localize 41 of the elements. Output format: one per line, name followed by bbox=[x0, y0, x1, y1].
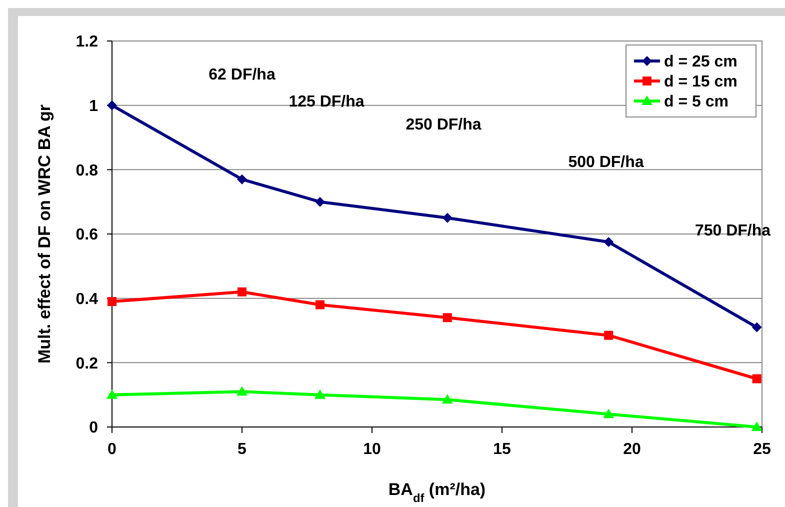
annotation: 250 DF/ha bbox=[406, 116, 482, 134]
x-tick-label: 5 bbox=[238, 441, 247, 458]
point bbox=[107, 100, 117, 110]
x-tick-label: 25 bbox=[753, 441, 771, 458]
point bbox=[752, 322, 762, 332]
y-tick-label: 0.8 bbox=[76, 162, 98, 180]
point bbox=[314, 389, 326, 399]
point bbox=[442, 394, 453, 404]
point bbox=[442, 212, 452, 223]
annotation: 750 DF/ha bbox=[694, 222, 771, 240]
point bbox=[603, 408, 614, 418]
legend-label: d = 15 cm bbox=[664, 74, 738, 91]
annotation: 125 DF/ha bbox=[288, 93, 364, 110]
y-tick-label: 1.2 bbox=[76, 34, 98, 51]
y-axis-title: Mult. effect of DF on WRC BA gr bbox=[35, 104, 54, 364]
point bbox=[238, 287, 246, 296]
point bbox=[315, 196, 325, 207]
annotation: 62 DF/ha bbox=[208, 66, 276, 84]
legend-label: d = 5 cm bbox=[664, 94, 728, 111]
point bbox=[106, 389, 118, 399]
annotation: 500 DF/ha bbox=[568, 154, 644, 172]
point bbox=[752, 374, 762, 384]
legend-label: d = 25 cm bbox=[664, 54, 738, 71]
y-tick-label: 0.6 bbox=[76, 226, 98, 244]
point bbox=[442, 313, 452, 322]
point bbox=[604, 237, 614, 248]
x-tick-label: 20 bbox=[623, 441, 641, 458]
point bbox=[751, 422, 762, 431]
y-tick-label: 0.2 bbox=[76, 355, 98, 372]
y-tick-label: 0 bbox=[89, 420, 98, 437]
point bbox=[237, 174, 247, 184]
y-tick-label: 1 bbox=[89, 98, 98, 115]
x-axis-title: BA$_{df}$ (m²/ha) bbox=[388, 480, 486, 505]
x-tick-label: 10 bbox=[363, 441, 381, 458]
point bbox=[316, 300, 324, 310]
point bbox=[236, 386, 248, 396]
point bbox=[604, 330, 614, 340]
x-tick-label: 0 bbox=[108, 441, 117, 458]
point bbox=[108, 297, 116, 306]
x-tick-label: 15 bbox=[493, 441, 511, 458]
y-tick-label: 0.4 bbox=[76, 290, 98, 308]
